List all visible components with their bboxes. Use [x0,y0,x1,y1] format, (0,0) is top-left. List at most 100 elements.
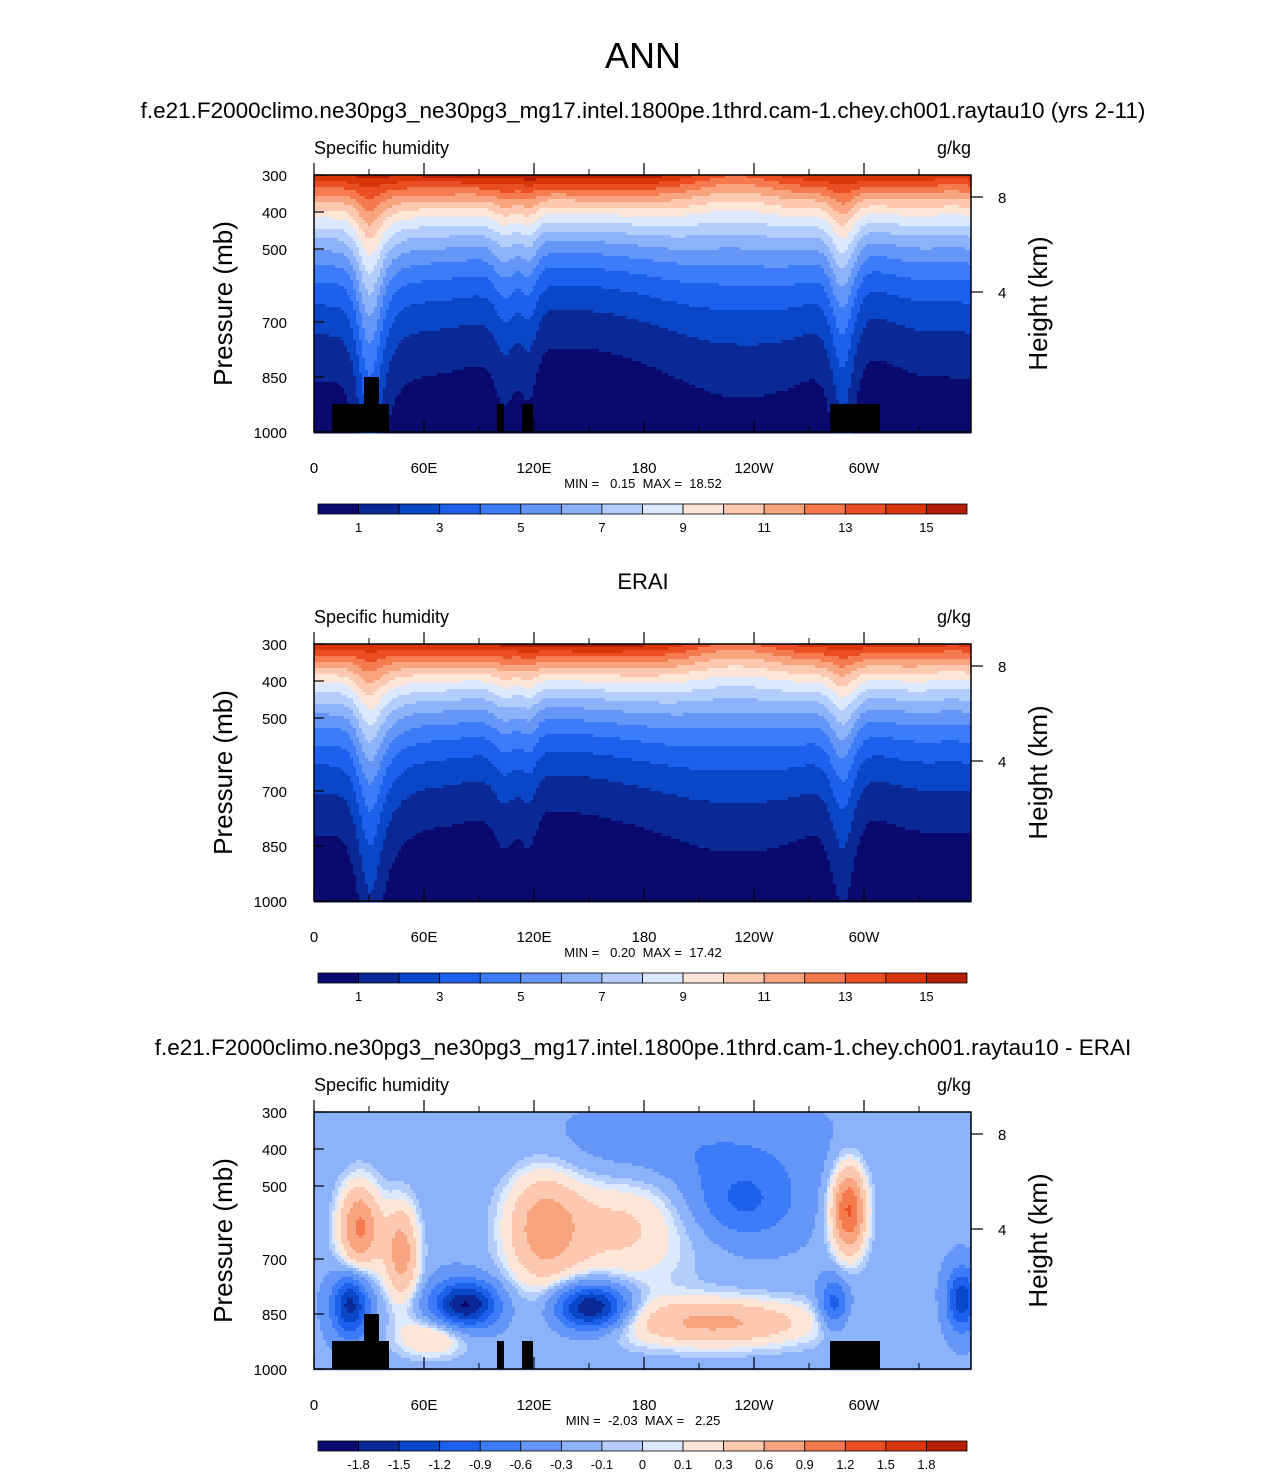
x-tick-label: 0 [310,929,318,946]
colorbar-box [844,972,887,984]
colorbar-label: 3 [436,989,443,1004]
panel-3: f.e21.F2000climo.ne30pg3_ne30pg3_mg17.in… [155,1035,1132,1472]
x-tick-label: 0 [310,460,318,477]
y2-tick-label: 4 [998,285,1006,302]
colorbar-box [885,1440,927,1452]
colorbar-box [642,1440,684,1452]
colorbar-label: -1.5 [388,1457,410,1472]
colorbar-box [601,1440,643,1452]
colorbar-box [804,503,846,515]
colorbar-label: -1.2 [428,1457,450,1472]
colorbar-label: 9 [679,989,686,1004]
y2-tick-label: 4 [998,754,1006,771]
y-tick-label: 400 [262,1142,287,1159]
x-tick-label: 60W [849,1397,881,1414]
colorbar-box [560,1440,603,1452]
y-tick-label: 1000 [254,425,287,442]
colorbar-box [926,972,968,984]
y-tick-label: 400 [262,674,287,691]
contour-field [314,1112,972,1371]
contour-field [314,175,972,434]
colorbar-label: -0.3 [550,1457,572,1472]
terrain-block [364,1314,379,1369]
colorbar-box [560,972,603,984]
colorbar-label: -0.9 [469,1457,491,1472]
colorbar-box [642,503,684,515]
contour-field [314,644,972,903]
y-tick-label: 850 [262,370,287,387]
colorbar-box [642,972,684,984]
terrain-block [332,1341,389,1369]
colorbar-box [763,503,806,515]
colorbar-box [520,503,562,515]
colorbar-label: 1 [355,520,362,535]
colorbar-box [439,1440,481,1452]
x-tick-label: 180 [631,460,656,477]
colorbar-label: 0.3 [715,1457,733,1472]
colorbar-box [358,503,400,515]
y-axis-title: Pressure (mb) [208,1158,238,1323]
colorbar-label: 0 [639,1457,646,1472]
colorbar-label: 13 [838,989,852,1004]
colorbar-label: 5 [517,520,524,535]
y-tick-label: 500 [262,242,287,259]
y2-tick-label: 8 [998,659,1006,676]
x-tick-label: 60W [849,460,881,477]
colorbar-label: 0.9 [796,1457,814,1472]
colorbar-label: 1.5 [877,1457,895,1472]
x-tick-label: 120E [516,460,551,477]
x-tick-label: 60E [411,460,438,477]
y-tick-label: 1000 [254,894,287,911]
y2-tick-label: 4 [998,1222,1006,1239]
terrain-block [522,404,533,432]
colorbar-box [520,1440,562,1452]
x-tick-label: 180 [631,929,656,946]
colorbar-box [682,972,725,984]
y-tick-label: 300 [262,1105,287,1122]
x-tick-label: 120W [734,929,774,946]
colorbar-box [398,972,441,984]
x-tick-label: 0 [310,1397,318,1414]
colorbar-box [682,1440,725,1452]
colorbar-box [479,1440,522,1452]
colorbar-box [439,503,481,515]
y2-tick-label: 8 [998,190,1006,207]
colorbar-box [439,972,481,984]
colorbar-label: -0.1 [591,1457,613,1472]
x-tick-label: 120W [734,460,774,477]
colorbar-label: 7 [598,989,605,1004]
units-label: g/kg [937,138,971,158]
colorbar-label: 1 [355,989,362,1004]
colorbar-label: 13 [838,520,852,535]
colorbar-box [560,503,603,515]
colorbar-label: 7 [598,520,605,535]
field-label: Specific humidity [314,138,449,158]
colorbar-box [358,972,400,984]
x-tick-label: 120E [516,929,551,946]
terrain-block [830,1341,880,1369]
min-max-stats: MIN = -2.03 MAX = 2.25 [566,1413,721,1428]
y-tick-label: 300 [262,637,287,654]
colorbar-label: 15 [919,989,933,1004]
y-axis-title: Pressure (mb) [208,690,238,855]
colorbar-label: -0.6 [510,1457,532,1472]
terrain-block [522,1341,533,1369]
colorbar-box [479,972,522,984]
y2-axis-title: Height (km) [1023,236,1053,370]
y-tick-label: 300 [262,168,287,185]
terrain-block [364,377,379,432]
colorbar-label: 5 [517,989,524,1004]
colorbar-box [601,503,643,515]
colorbar-box [926,503,968,515]
y-tick-label: 700 [262,784,287,801]
colorbar-box [844,1440,887,1452]
colorbar-box [317,503,359,515]
colorbar-box [317,972,359,984]
colorbar-label: 1.8 [917,1457,935,1472]
terrain-block [497,404,504,432]
colorbar-box [398,1440,441,1452]
panel-1: f.e21.F2000climo.ne30pg3_ne30pg3_mg17.in… [141,98,1146,535]
terrain-block [830,404,880,432]
